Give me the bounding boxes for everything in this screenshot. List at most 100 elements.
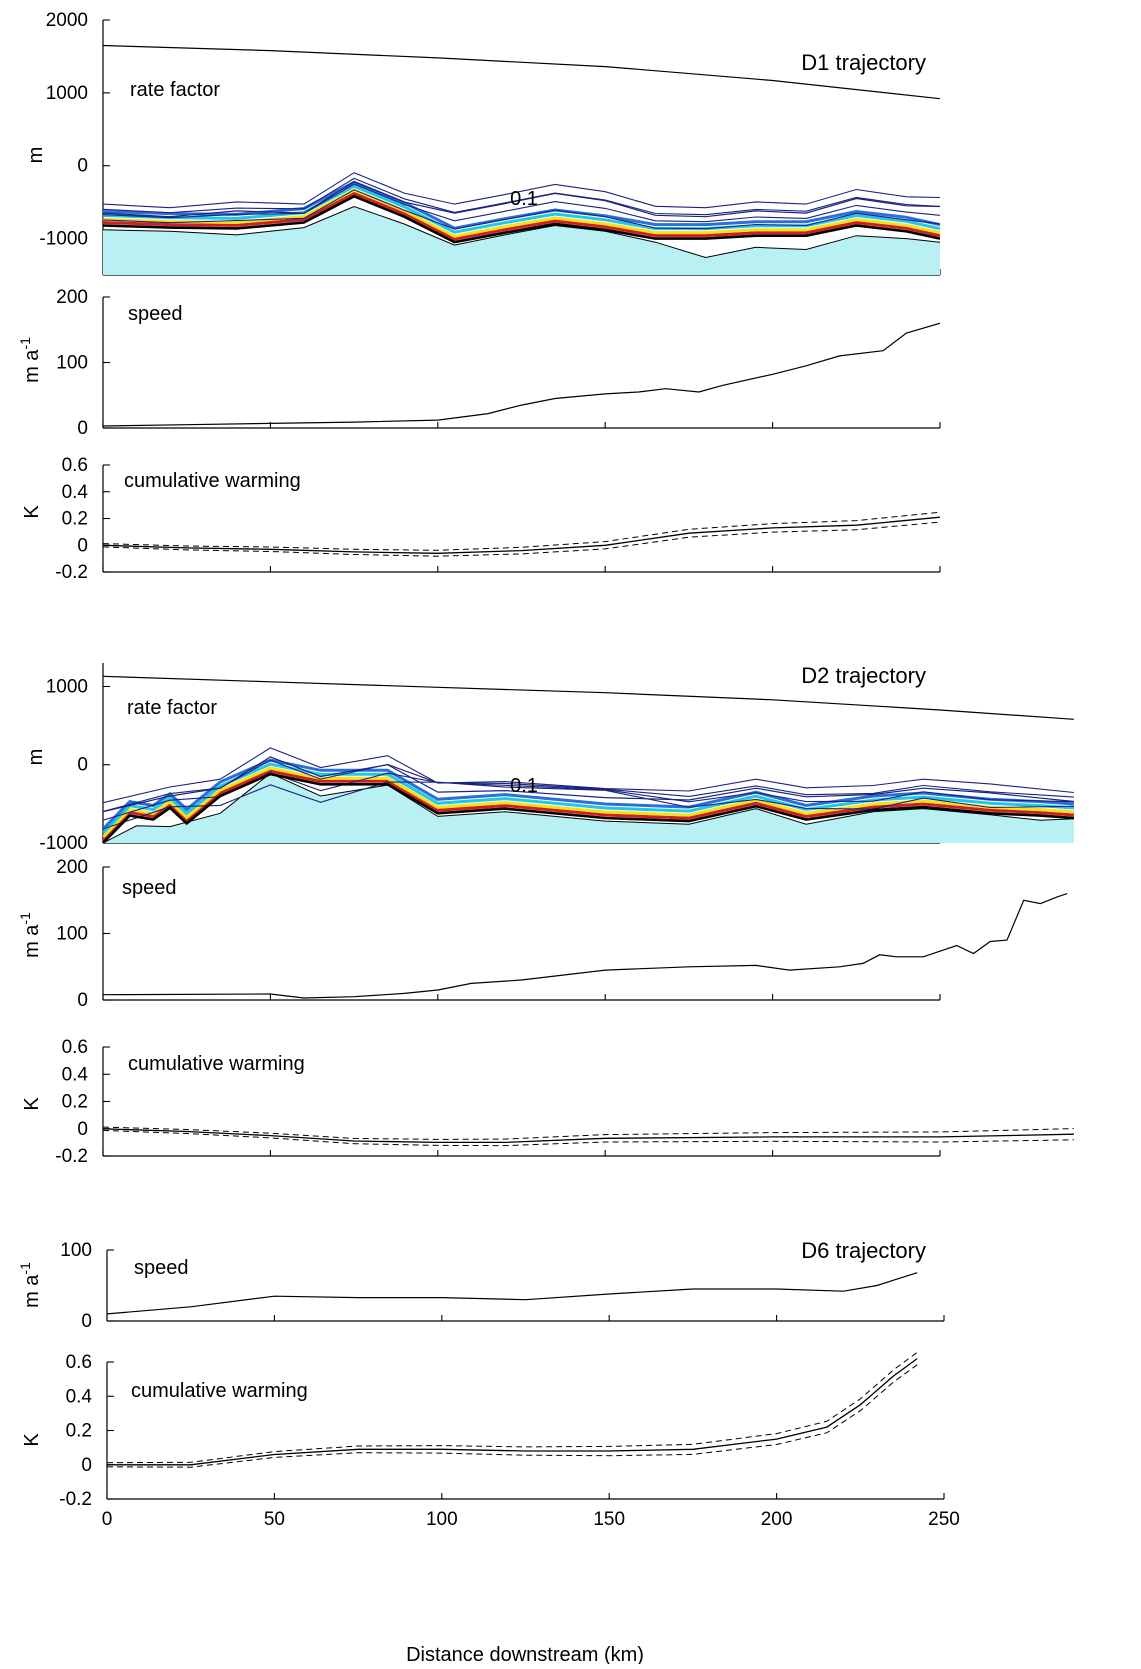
panel-label: speed [128, 303, 183, 325]
x-axis-label: Distance downstream (km) [406, 1644, 644, 1664]
y-tick-label: 0 [81, 1311, 92, 1332]
y-tick-label: 200 [56, 857, 88, 878]
x-tick-label: 150 [593, 1509, 625, 1530]
y-tick-label: 2000 [46, 10, 88, 31]
basal-contour-line [103, 194, 940, 244]
y-tick-label: 100 [56, 924, 88, 945]
y-axis-label-exponent: -1 [17, 1262, 33, 1275]
y-tick-label: -1000 [39, 833, 88, 854]
d2-rate-plot-area [103, 675, 1075, 843]
y-tick-label: -1000 [39, 229, 88, 250]
y-axis-label: K [21, 1433, 43, 1447]
warming-envelope [103, 1126, 1074, 1140]
y-tick-label: 0.2 [66, 1421, 92, 1442]
rate-contour-3 [103, 172, 940, 209]
x-tick-label: 100 [426, 1509, 458, 1530]
d6-warming-plot-area [107, 1351, 918, 1468]
y-tick-label: 0 [77, 1119, 88, 1140]
y-tick-label: 0.4 [62, 1064, 89, 1085]
x-tick-label: 200 [761, 1509, 793, 1530]
y-tick-label: 0 [81, 1455, 92, 1476]
x-tick-label: 50 [264, 1509, 285, 1530]
panel-label: cumulative warming [128, 1053, 305, 1075]
rate-band-1 [103, 766, 1075, 839]
y-tick-label: 0 [77, 755, 88, 776]
y-axis-label: m [25, 147, 47, 164]
y-tick-label: 1000 [46, 83, 88, 104]
warming-line [103, 516, 940, 554]
y-tick-label: 0 [77, 156, 88, 177]
y-tick-label: 100 [60, 1240, 92, 1261]
y-axis-label: K [21, 505, 43, 519]
rate-contour-top [103, 181, 940, 218]
y-axis-label: K [21, 1097, 43, 1111]
panel-label: rate factor [127, 697, 217, 719]
trajectory-title: D1 trajectory [801, 50, 926, 75]
d1-speed-plot-area [103, 322, 940, 427]
panel-label: rate factor [130, 79, 220, 101]
warming-envelope [107, 1364, 918, 1468]
y-axis-label-exponent: -1 [17, 912, 33, 925]
panel-label: speed [122, 877, 177, 899]
warming-envelope [107, 1351, 918, 1464]
d6-speed-plot-area [107, 1272, 918, 1315]
y-axis-label: m a-1 [17, 1262, 43, 1308]
d1-rate-plot-area [103, 44, 940, 275]
contour-label: 0.1 [510, 188, 538, 210]
bed-fill [103, 206, 940, 275]
y-axis-label: m a-1 [17, 337, 43, 383]
trajectory-title: D6 trajectory [801, 1238, 926, 1263]
rate-contour-top [103, 756, 1074, 813]
y-tick-label: 0 [77, 535, 88, 556]
y-tick-label: 0.6 [66, 1352, 92, 1373]
bed-line [103, 772, 1074, 843]
d1-warming-plot-area [103, 511, 940, 557]
y-tick-label: 0.2 [62, 509, 88, 530]
rate-contour-1 [103, 183, 940, 223]
y-axis-label-exponent: -1 [17, 337, 33, 350]
rate-band-0 [103, 769, 1075, 842]
y-tick-label: -0.2 [55, 1146, 88, 1167]
basal-contour-line [103, 772, 1074, 843]
y-tick-label: 200 [56, 287, 88, 308]
d2-speed-plot-area [103, 893, 1068, 999]
y-tick-label: 0.6 [62, 455, 88, 476]
warming-envelope [103, 1129, 1074, 1147]
x-tick-label: 250 [928, 1509, 960, 1530]
y-axis-label: m a-1 [17, 912, 43, 958]
surface-line [103, 675, 1074, 720]
y-tick-label: 0.2 [62, 1092, 88, 1113]
y-tick-label: -0.2 [55, 562, 88, 583]
x-tick-label: 0 [102, 1509, 113, 1530]
y-tick-label: 1000 [46, 676, 88, 697]
bed-fill [103, 773, 1074, 843]
rate-contour-0 [103, 189, 940, 230]
warming-line [107, 1358, 918, 1466]
y-tick-label: 100 [56, 353, 88, 374]
rate-contour-3 [103, 747, 1074, 804]
rate-band-1 [103, 188, 940, 238]
panel-label: cumulative warming [124, 470, 301, 492]
y-tick-label: 0 [77, 418, 88, 439]
rate-contour-0 [103, 781, 1074, 830]
y-tick-label: 0.4 [62, 482, 89, 503]
speed-line [103, 322, 940, 427]
y-axis-label: m [25, 749, 47, 766]
bed-line [103, 205, 940, 259]
y-tick-label: 0.4 [66, 1386, 93, 1407]
panel-label: speed [134, 1257, 189, 1279]
speed-line [107, 1272, 918, 1315]
trajectory-title: D2 trajectory [801, 663, 926, 688]
panel-label: cumulative warming [131, 1380, 308, 1402]
warming-line [103, 1128, 1074, 1144]
rate-contour-2 [103, 759, 1074, 812]
y-tick-label: -0.2 [59, 1489, 92, 1510]
d2-warming-plot-area [103, 1126, 1074, 1147]
y-tick-label: 0.6 [62, 1037, 88, 1058]
rate-band-0 [103, 191, 940, 241]
surface-line [103, 44, 940, 100]
rate-band-2 [103, 184, 940, 234]
y-tick-label: 0 [77, 990, 88, 1011]
